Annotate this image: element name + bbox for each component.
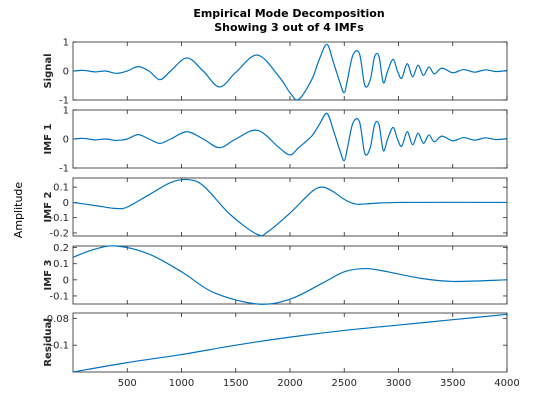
panel-0-ytick-label: 1: [63, 38, 69, 49]
xtick-label: 4000: [494, 378, 519, 389]
panel-4-frame: [72, 312, 508, 373]
panel-2-ytick-label: -0.1: [49, 213, 69, 224]
panel-4-ytick-label: -0.08: [43, 314, 69, 325]
panel-0-ylabel: Signal: [43, 53, 54, 88]
xtick-label: 2000: [277, 378, 302, 389]
xtick-label: 3000: [386, 378, 411, 389]
panel-4-ytick-label: -0.1: [49, 341, 69, 352]
panel-2-ytick-label: -0.2: [49, 228, 69, 239]
xtick-label: 1500: [223, 378, 248, 389]
panels-group: 1 0 -1 Signal 1 0 -1 IMF 1 0.1 0 -0.1 -0.2 IMF 2 0.2 0…: [43, 38, 520, 390]
panel-1-ytick-label: -1: [59, 164, 69, 175]
xtick-label: 3500: [440, 378, 465, 389]
panel-3-ytick-label: 0.2: [53, 243, 69, 254]
panel-1-frame: [72, 109, 508, 169]
panel-1-ylabel: IMF 1: [43, 123, 54, 154]
panel-0-ytick-label: -1: [59, 96, 69, 107]
common-y-label: Amplitude: [12, 182, 25, 239]
xtick-label: 1000: [169, 378, 194, 389]
panel-4-ylabel: Residual: [43, 318, 54, 366]
panel-3-ytick-label: 0.1: [53, 259, 69, 270]
panel-4-series-line: [72, 313, 508, 373]
panel-2-series-line: [72, 178, 508, 237]
xtick-label: 500: [118, 378, 137, 389]
panel-2-ylabel: IMF 2: [43, 191, 54, 222]
panel-3-ytick-label: -0.1: [49, 291, 69, 302]
panel-3-ytick-label: 0: [63, 275, 69, 286]
xtick-label: 2500: [332, 378, 357, 389]
panel-0-ytick-label: 0: [63, 67, 69, 78]
panel-3-series-line: [72, 245, 508, 305]
panel-3-frame: [72, 245, 508, 305]
panel-0-series-line: [72, 43, 508, 101]
panel-1-ytick-label: 1: [63, 106, 69, 117]
panel-1-ytick-label: 0: [63, 135, 69, 146]
chart-title: Empirical Mode Decomposition: [193, 7, 384, 20]
panel-3-ylabel: IMF 3: [43, 259, 54, 290]
chart-subtitle: Showing 3 out of 4 IMFs: [214, 21, 364, 34]
panel-1-series-line: [72, 112, 508, 162]
panel-2-ytick-label: 0: [63, 198, 69, 209]
panel-2-ytick-label: 0.1: [53, 183, 69, 194]
panel-2-frame: [72, 177, 508, 237]
panel-0-frame: [72, 41, 508, 101]
